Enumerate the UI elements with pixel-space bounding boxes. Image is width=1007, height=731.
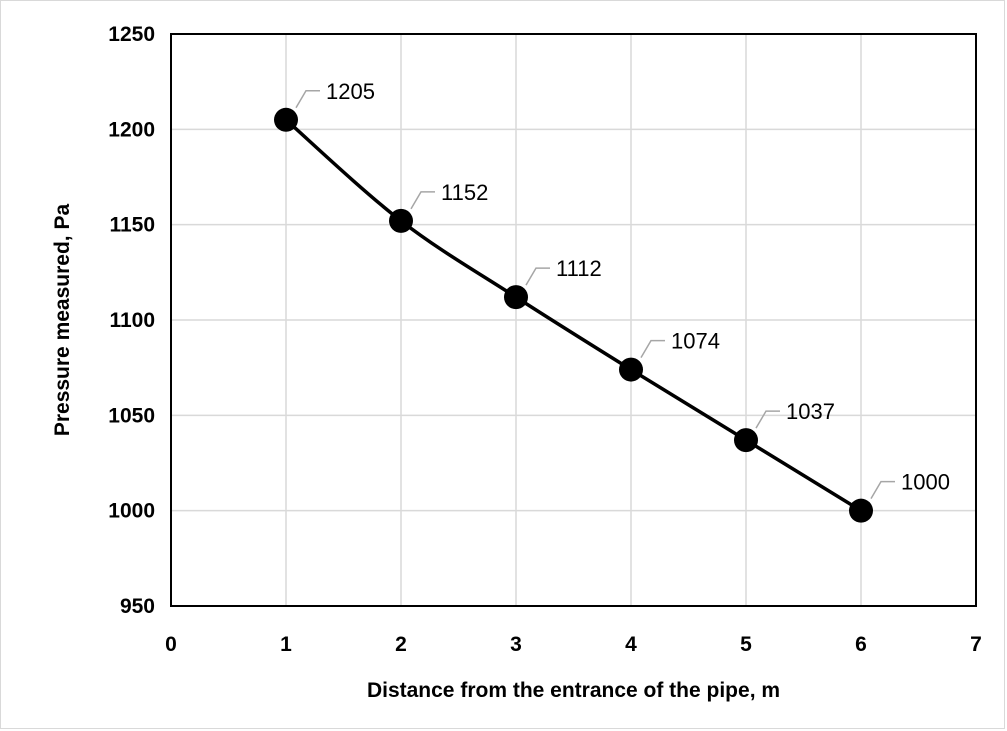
data-point (504, 285, 528, 310)
data-label: 1037 (786, 399, 835, 424)
label-leader (410, 191, 435, 210)
series-line (284, 118, 862, 513)
grid-lines (171, 34, 976, 606)
data-label: 1112 (556, 256, 602, 281)
y-axis-title: Pressure measured, Pa (51, 204, 74, 437)
x-tick-label: 5 (740, 633, 752, 656)
label-leader (755, 410, 780, 429)
x-tick-label: 3 (510, 633, 522, 656)
y-tick-label: 1200 (108, 118, 155, 141)
data-label: 1152 (441, 180, 488, 205)
x-tick-label: 2 (395, 633, 407, 656)
y-tick-label: 1050 (108, 404, 155, 427)
label-leader (525, 267, 550, 286)
x-tick-label: 4 (625, 633, 637, 656)
data-point (389, 208, 413, 233)
label-leader (870, 480, 895, 500)
x-tick-label: 1 (280, 633, 292, 656)
label-leaders (295, 90, 895, 500)
x-tick-label: 7 (970, 633, 982, 656)
y-tick-label: 950 (120, 595, 155, 618)
series-line-group (284, 118, 862, 513)
data-point (849, 498, 873, 523)
y-tick-labels: 950 1000 1050 1100 1150 1200 1250 (108, 23, 155, 618)
y-tick-label: 1250 (108, 23, 155, 46)
y-tick-label: 1000 (108, 500, 155, 523)
x-axis-title: Distance from the entrance of the pipe, … (367, 679, 780, 702)
x-tick-label: 0 (165, 633, 177, 656)
label-leader (295, 90, 320, 109)
data-label: 1205 (326, 79, 375, 104)
label-leader (640, 339, 665, 358)
y-tick-label: 1150 (109, 214, 155, 237)
data-point (734, 428, 758, 453)
data-label: 1074 (671, 329, 720, 354)
y-tick-label: 1100 (109, 309, 155, 332)
plot-area-border (170, 33, 977, 607)
data-point (619, 357, 643, 382)
x-tick-labels: 0 1 2 3 4 5 6 7 (165, 633, 982, 656)
data-point (274, 107, 298, 132)
x-tick-label: 6 (855, 633, 867, 656)
data-labels: 1205 1152 1112 1074 1037 1000 (326, 79, 950, 495)
data-label: 1000 (901, 470, 950, 495)
data-points (274, 107, 873, 523)
